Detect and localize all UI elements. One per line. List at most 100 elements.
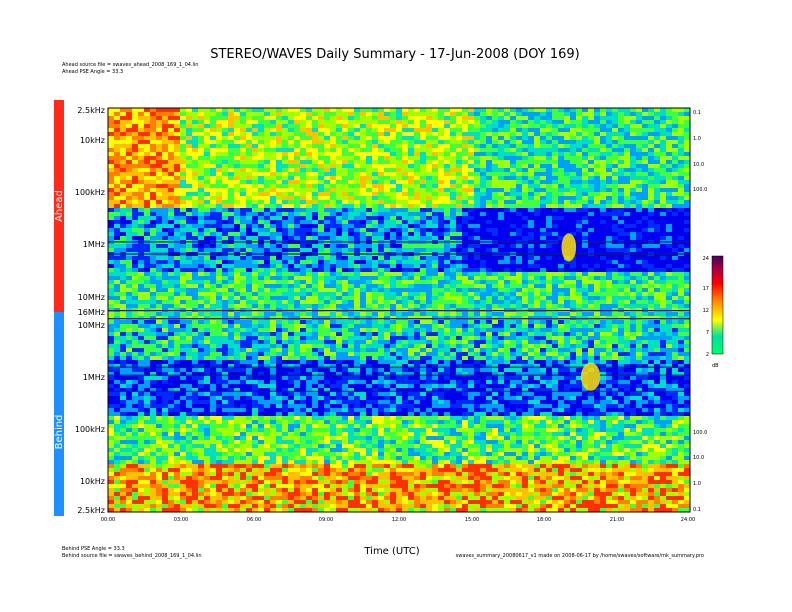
spectrogram-cell — [582, 168, 589, 173]
spectrogram-cell — [114, 144, 121, 149]
spectrogram-cell — [354, 232, 361, 237]
spectrogram-cell — [684, 140, 691, 145]
spectrogram-cell — [246, 124, 253, 129]
spectrogram-cell — [552, 292, 559, 297]
spectrogram-cell — [630, 204, 637, 209]
spectrogram-cell — [432, 224, 439, 229]
spectrogram-cell — [660, 144, 667, 149]
spectrogram-cell — [234, 168, 241, 173]
spectrogram-cell — [318, 212, 325, 217]
spectrogram-cell — [204, 156, 211, 161]
spectrogram-cell — [498, 176, 505, 181]
spectrogram-cell — [426, 272, 433, 277]
spectrogram-cell — [270, 188, 277, 193]
spectrogram-cell — [372, 196, 379, 201]
spectrogram-cell — [138, 156, 145, 161]
spectrogram-cell — [534, 132, 541, 137]
spectrogram-cell — [684, 220, 691, 225]
spectrogram-cell — [306, 140, 313, 145]
spectrogram-cell — [648, 208, 655, 213]
spectrogram-cell — [180, 140, 187, 145]
spectrogram-cell — [300, 268, 307, 273]
spectrogram-cell — [660, 284, 667, 289]
spectrogram-cell — [480, 272, 487, 277]
spectrogram-cell — [426, 148, 433, 153]
spectrogram-cell — [144, 204, 151, 209]
spectrogram-cell — [558, 124, 565, 129]
spectrogram-cell — [618, 212, 625, 217]
spectrogram-cell — [168, 224, 175, 229]
spectrogram-cell — [672, 196, 679, 201]
spectrogram-cell — [600, 160, 607, 165]
spectrogram-cell — [354, 284, 361, 289]
spectrogram-cell — [348, 136, 355, 141]
spectrogram-cell — [240, 196, 247, 201]
spectrogram-cell — [258, 280, 265, 285]
spectrogram-cell — [558, 144, 565, 149]
spectrogram-cell — [678, 272, 685, 277]
spectrogram-cell — [408, 228, 415, 233]
spectrogram-cell — [582, 248, 589, 253]
spectrogram-cell — [414, 292, 421, 297]
spectrogram-cell — [372, 164, 379, 169]
spectrogram-cell — [162, 172, 169, 177]
spectrogram-cell — [198, 128, 205, 133]
spectrogram-cell — [144, 244, 151, 249]
spectrogram-cell — [264, 228, 271, 233]
spectrogram-cell — [402, 244, 409, 249]
spectrogram-cell — [612, 192, 619, 197]
spectrogram-cell — [624, 300, 631, 305]
spectrogram-cell — [414, 268, 421, 273]
spectrogram-cell — [108, 224, 115, 229]
spectrogram-cell — [684, 272, 691, 277]
spectrogram-cell — [474, 256, 481, 261]
spectrogram-cell — [672, 236, 679, 241]
spectrogram-cell — [354, 116, 361, 121]
spectrogram-cell — [450, 196, 457, 201]
spectrogram-cell — [228, 172, 235, 177]
spectrogram-cell — [528, 160, 535, 165]
spectrogram-cell — [462, 152, 469, 157]
spectrogram-cell — [234, 292, 241, 297]
spectrogram-cell — [198, 272, 205, 277]
spectrogram-cell — [162, 296, 169, 301]
spectrogram-cell — [444, 280, 451, 285]
spectrogram-cell — [120, 204, 127, 209]
spectrogram-cell — [450, 160, 457, 165]
spectrogram-cell — [624, 228, 631, 233]
spectrogram-cell — [450, 164, 457, 169]
spectrogram-cell — [132, 304, 139, 309]
spectrogram-cell — [522, 264, 529, 269]
spectrogram-cell — [636, 296, 643, 301]
spectrogram-cell — [420, 292, 427, 297]
spectrogram-cell — [642, 244, 649, 249]
spectrogram-cell — [240, 208, 247, 213]
spectrogram-cell — [450, 264, 457, 269]
spectrogram-cell — [348, 140, 355, 145]
spectrogram-cell — [336, 248, 343, 253]
spectrogram-cell — [240, 180, 247, 185]
spectrogram-cell — [600, 212, 607, 217]
spectrogram-cell — [276, 156, 283, 161]
spectrogram-cell — [246, 272, 253, 277]
spectrogram-cell — [204, 176, 211, 181]
spectrogram-cell — [666, 116, 673, 121]
spectrogram-cell — [330, 228, 337, 233]
spectrogram-cell — [426, 292, 433, 297]
spectrogram-cell — [426, 156, 433, 161]
spectrogram-cell — [168, 304, 175, 309]
spectrogram-cell — [630, 304, 637, 309]
spectrogram-cell — [522, 108, 529, 113]
spectrogram-cell — [108, 152, 115, 157]
spectrogram-cell — [444, 220, 451, 225]
spectrogram-cell — [516, 156, 523, 161]
spectrogram-cell — [246, 156, 253, 161]
spectrogram-cell — [612, 204, 619, 209]
spectrogram-cell — [180, 208, 187, 213]
spectrogram-cell — [444, 260, 451, 265]
spectrogram-cell — [540, 120, 547, 125]
spectrogram-cell — [114, 280, 121, 285]
spectrogram-cell — [546, 168, 553, 173]
spectrogram-cell — [474, 200, 481, 205]
spectrogram-cell — [540, 152, 547, 157]
